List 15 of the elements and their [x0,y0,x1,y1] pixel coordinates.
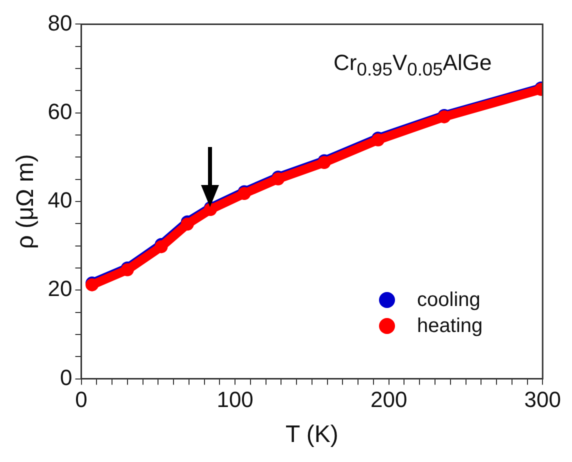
y-tick-label: 0 [60,364,72,390]
x-tick-label: 200 [370,387,408,412]
y-tick-label: 60 [48,98,72,124]
y-tick-label: 80 [48,10,72,36]
y-tick-label: 20 [48,276,72,302]
legend-label: cooling [417,288,480,313]
x-tick-label: 100 [216,387,254,412]
x-axis-title: T (K) [286,421,338,448]
y-tick-label: 40 [48,188,72,213]
annotation: Cr$_{0.95}$V$_{0.05}$AlGe [332,50,493,81]
point [180,218,194,231]
x-tick-label: 300 [524,387,562,412]
y-axis-title: ρ (μΩ m) [12,154,40,249]
point [154,240,168,254]
legend-label: heating [417,314,483,339]
